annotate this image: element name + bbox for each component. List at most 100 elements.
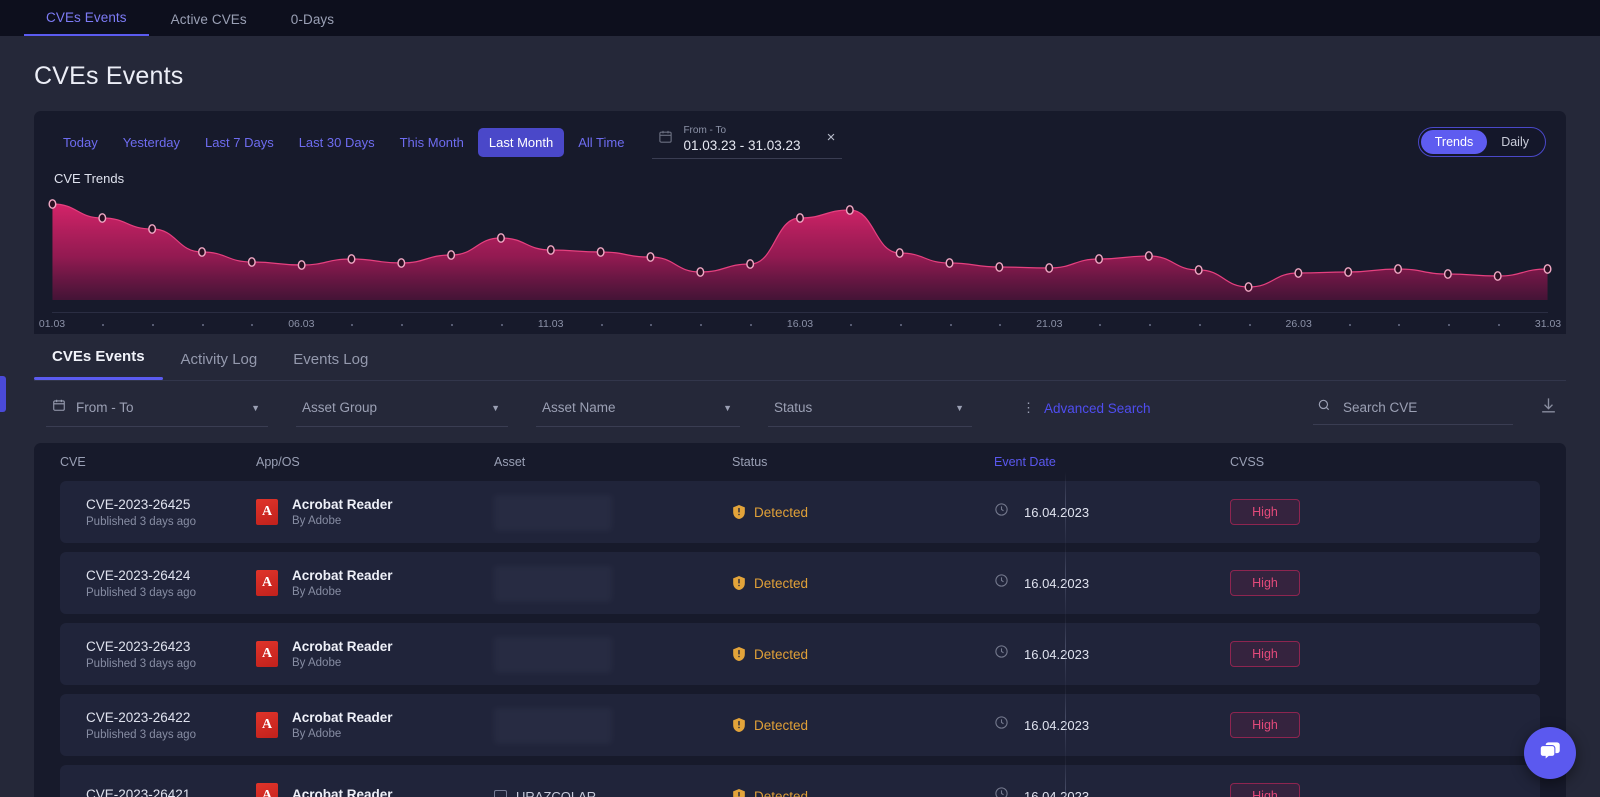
range-chip-this-month[interactable]: This Month — [399, 134, 464, 150]
tab-active-cves[interactable]: Active CVEs — [149, 12, 269, 36]
chart-data-point[interactable] — [1095, 254, 1104, 264]
range-chip-yesterday[interactable]: Yesterday — [122, 134, 181, 150]
cell-asset — [494, 708, 732, 742]
column-header-cve: CVE — [60, 455, 86, 469]
chart-data-point[interactable] — [895, 248, 904, 258]
shield-alert-icon — [732, 575, 746, 591]
advanced-search-link[interactable]: Advanced Search — [1044, 400, 1151, 416]
kebab-menu-icon[interactable]: ⋮ — [1022, 399, 1035, 415]
chart-data-point[interactable] — [347, 254, 356, 264]
table-row[interactable]: CVE-2023-26425 Published 3 days ago A Ac… — [60, 472, 1540, 552]
status-badge: Detected — [754, 788, 809, 797]
calendar-small-icon — [52, 398, 66, 417]
download-icon[interactable] — [1539, 396, 1558, 420]
chart-data-point[interactable] — [696, 267, 705, 277]
table-row[interactable]: CVE-2023-26423 Published 3 days ago A Ac… — [60, 614, 1540, 694]
tab-0-days[interactable]: 0-Days — [269, 12, 356, 36]
chart-data-point[interactable] — [496, 233, 505, 243]
column-header-event-date[interactable]: Event Date — [994, 455, 1056, 469]
chart-data-point[interactable] — [1493, 271, 1502, 281]
cell-app-os: A Acrobat Reader By Adobe — [256, 497, 494, 527]
chart-data-point[interactable] — [1244, 282, 1253, 292]
section-tab-events-log-label: Events Log — [293, 351, 369, 368]
range-chip-today[interactable]: Today — [63, 134, 98, 150]
asset-masked-value — [494, 566, 612, 600]
date-range-input[interactable]: From - To 01.03.23 - 31.03.23 × — [652, 125, 843, 159]
chart-data-point[interactable] — [1344, 267, 1353, 277]
range-chip-last-7-days[interactable]: Last 7 Days — [205, 134, 274, 150]
asset-masked-value — [494, 637, 612, 671]
chart-data-point[interactable] — [197, 247, 206, 257]
table-row[interactable]: CVE-2023-26421 A Acrobat Reader URAZCOLA… — [60, 756, 1540, 797]
chart-data-point[interactable] — [746, 259, 755, 269]
chart-data-point[interactable] — [247, 257, 256, 267]
chart-data-point[interactable] — [98, 213, 107, 223]
range-chip-all-time[interactable]: All Time — [578, 134, 625, 150]
chart-data-point[interactable] — [297, 260, 306, 270]
cvss-severity-badge: High — [1230, 712, 1300, 738]
chart-data-point[interactable] — [796, 213, 804, 223]
cell-event-date: 16.04.2023 — [994, 715, 1230, 735]
chart-data-point[interactable] — [845, 205, 854, 215]
cell-event-date: 16.04.2023 — [994, 502, 1230, 522]
section-tab-activity-log[interactable]: Activity Log — [163, 351, 276, 380]
search-cve-box[interactable]: Search CVE — [1313, 391, 1513, 425]
cve-id: CVE-2023-26423 — [86, 638, 191, 654]
chart-data-point[interactable] — [1144, 251, 1153, 261]
toggle-option-trends[interactable]: Trends — [1420, 130, 1488, 154]
chart-data-point[interactable] — [48, 199, 57, 209]
x-axis-tick-label: 06.03 — [288, 318, 315, 330]
x-axis-tick-dot — [351, 324, 354, 326]
x-axis-tick-dot — [401, 324, 404, 326]
chart-data-point[interactable] — [1543, 264, 1552, 274]
chart-data-point[interactable] — [1045, 263, 1054, 273]
clear-date-range-icon[interactable]: × — [826, 128, 836, 146]
section-tab-cves-events[interactable]: CVEs Events — [34, 348, 163, 380]
chart-data-point[interactable] — [397, 258, 406, 268]
table-row[interactable]: CVE-2023-26422 Published 3 days ago A Ac… — [60, 685, 1540, 765]
chat-icon — [1537, 738, 1563, 769]
event-date-value: 16.04.2023 — [1024, 504, 1090, 520]
chart-data-point[interactable] — [148, 224, 157, 234]
filter-status[interactable]: Status ▼ — [768, 389, 972, 427]
range-chip-last-30-days[interactable]: Last 30 Days — [298, 134, 375, 150]
filter-asset-group[interactable]: Asset Group ▼ — [296, 389, 508, 427]
toggle-option-daily[interactable]: Daily — [1501, 135, 1529, 149]
tab-cves-events[interactable]: CVEs Events — [24, 10, 149, 37]
chat-fab-button[interactable] — [1524, 727, 1576, 779]
cve-id: CVE-2023-26425 — [86, 496, 191, 512]
chart-data-point[interactable] — [1394, 264, 1403, 274]
chevron-down-icon: ▼ — [491, 402, 500, 413]
chart-data-point[interactable] — [1194, 265, 1203, 275]
filter-date-range-label: From - To — [76, 400, 134, 415]
range-chip-last-month[interactable]: Last Month — [477, 127, 565, 157]
x-axis-tick-label: 26.03 — [1285, 318, 1312, 330]
status-badge: Detected — [754, 717, 809, 733]
section-tab-events-log[interactable]: Events Log — [275, 351, 386, 380]
table-filter-bar: From - To ▼ Asset Group ▼ Asset Name ▼ S… — [34, 381, 1566, 435]
clock-icon — [994, 502, 1009, 522]
trends-daily-toggle[interactable]: Trends Daily — [1417, 127, 1546, 157]
x-axis-tick-dot — [899, 324, 902, 326]
x-axis-tick-dot — [1398, 324, 1401, 326]
chart-data-point[interactable] — [646, 252, 655, 262]
chart-data-point[interactable] — [447, 250, 456, 260]
chart-data-point[interactable] — [546, 245, 555, 255]
cve-id: CVE-2023-26424 — [86, 567, 191, 583]
filter-date-range[interactable]: From - To ▼ — [46, 389, 268, 427]
filter-asset-name[interactable]: Asset Name ▼ — [536, 389, 740, 427]
checkbox-icon[interactable] — [494, 789, 507, 797]
pdf-file-icon: A — [256, 570, 278, 596]
chart-data-point[interactable] — [995, 262, 1004, 272]
chart-data-point[interactable] — [596, 247, 605, 257]
chart-data-point[interactable] — [1294, 268, 1303, 278]
chart-data-point[interactable] — [945, 258, 954, 268]
advanced-search-group[interactable]: ⋮ Advanced Search — [1022, 401, 1151, 416]
table-row[interactable]: CVE-2023-26424 Published 3 days ago A Ac… — [60, 543, 1540, 623]
cvss-severity-badge: High — [1230, 641, 1300, 667]
x-axis-tick-dot — [1099, 324, 1102, 326]
chart-data-point[interactable] — [1443, 269, 1452, 279]
x-axis-tick-dot — [1198, 324, 1201, 326]
row-divider — [1065, 543, 1066, 623]
app-vendor: By Adobe — [292, 586, 342, 598]
